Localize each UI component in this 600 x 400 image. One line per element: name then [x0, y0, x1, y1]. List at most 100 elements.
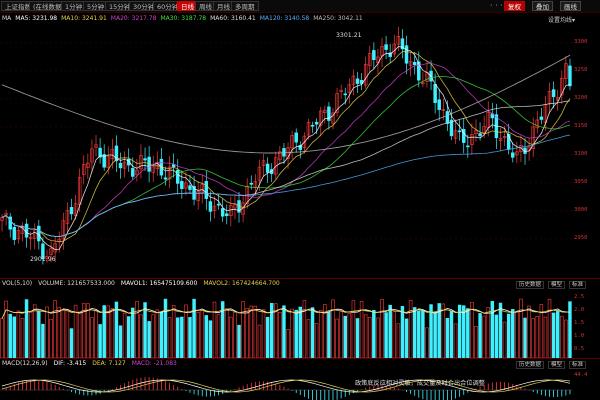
ma10-line — [1, 51, 571, 243]
candle-body — [188, 185, 192, 190]
candle-body — [41, 243, 45, 260]
volume-bar — [233, 312, 237, 358]
volume-bar — [531, 318, 535, 358]
ma5-line — [1, 46, 571, 251]
candle-body — [220, 208, 225, 217]
volume-bar — [151, 314, 155, 358]
candle-body — [331, 112, 335, 124]
toolbar-button-1[interactable]: 叠加 — [532, 1, 553, 11]
volume-bar — [310, 307, 315, 358]
candle-body — [143, 158, 147, 161]
volume-bar — [261, 309, 266, 358]
volume-bar — [32, 304, 37, 358]
candle-body — [568, 65, 572, 87]
volume-bar — [400, 306, 405, 358]
volume-legend-item-3: MAVOL2: 167424664.700 — [203, 280, 280, 287]
macd-legend-item-0: MACD(12,26,9) — [2, 360, 48, 367]
ma-legend-item-0: MA — [2, 15, 12, 22]
toolbar-button-2[interactable]: 画线 — [560, 1, 581, 11]
candle-body — [384, 44, 388, 50]
candle-body — [216, 203, 221, 206]
candle-body — [564, 63, 568, 79]
candle-body — [90, 148, 94, 163]
volume-bar — [470, 302, 474, 358]
candle-body — [106, 156, 111, 168]
volume-bar — [318, 310, 323, 358]
volume-bar — [135, 301, 139, 358]
ma-settings-label: 设置均线 — [548, 17, 573, 24]
volume-bar — [282, 305, 286, 358]
volume-chart[interactable] — [0, 290, 572, 358]
volume-bar — [143, 302, 147, 358]
candle-body — [12, 226, 17, 240]
volume-bar — [12, 316, 17, 358]
candle-body — [306, 121, 311, 136]
volume-buttons: 历史数据 模型 标准 — [512, 280, 587, 289]
volume-bar — [343, 315, 347, 358]
candle-body — [457, 130, 462, 133]
volume-bar — [314, 323, 319, 358]
candle-body — [110, 149, 115, 160]
volume-bar — [204, 315, 209, 358]
low-price-label: 2901.96 — [30, 256, 56, 263]
candle-body — [208, 201, 213, 212]
volume-button-2[interactable]: 标准 — [569, 281, 587, 289]
toolbar-button-0[interactable]: 复权 — [504, 1, 525, 11]
candle-body — [396, 36, 401, 45]
candle-body — [388, 52, 392, 57]
candle-body — [57, 238, 61, 242]
candle-body — [126, 159, 131, 166]
candle-body — [347, 84, 352, 93]
candle-body — [139, 155, 143, 170]
candle-body — [28, 236, 33, 239]
volume-bar — [245, 308, 249, 358]
ma-legend-item-4: MA30: 3187.78 — [160, 15, 207, 22]
price-tick-7: 2950 — [574, 234, 588, 241]
candle-body — [102, 154, 106, 168]
candle-body — [261, 160, 266, 166]
volume-bar — [180, 316, 184, 358]
candle-body — [8, 216, 12, 230]
volume-bar — [388, 304, 392, 358]
volume-bar — [265, 316, 270, 358]
volume-bar — [527, 305, 531, 358]
volume-bar — [163, 298, 168, 358]
macd-chart[interactable] — [0, 370, 572, 400]
candlestick-chart[interactable] — [0, 26, 572, 278]
volume-bar — [167, 317, 172, 358]
volume-bar — [241, 301, 245, 358]
price-tick-5: 3050 — [574, 178, 588, 185]
volume-button-1[interactable]: 模型 — [548, 281, 566, 289]
volume-bar — [461, 305, 466, 358]
macd-button-1[interactable]: 模型 — [548, 361, 566, 369]
volume-bar — [225, 308, 229, 358]
volume-bar — [269, 302, 274, 358]
candle-body — [433, 84, 437, 103]
volume-button-0[interactable]: 历史数据 — [516, 281, 545, 289]
more-icon[interactable]: · · · — [490, 1, 503, 10]
volume-bar — [449, 310, 454, 358]
volume-bar — [421, 310, 425, 358]
candle-body — [180, 181, 184, 189]
candle-body — [560, 77, 564, 96]
volume-tick-2: 1.5 — [574, 320, 585, 326]
volume-bar — [102, 305, 106, 358]
macd-button-2[interactable]: 标准 — [569, 361, 587, 369]
volume-bar — [122, 312, 127, 358]
volume-bar — [114, 301, 119, 358]
candle-body — [163, 177, 168, 180]
macd-button-0[interactable]: 历史数据 — [516, 361, 545, 369]
volume-bar — [4, 300, 8, 358]
candle-body — [114, 145, 119, 162]
candle-body — [363, 63, 368, 86]
ma-legend-item-1: MA5: 3231.98 — [15, 15, 58, 22]
volume-bar — [118, 325, 123, 358]
volume-bar — [368, 317, 372, 358]
ma-settings-button[interactable]: 设置均线▾ — [548, 15, 575, 24]
volume-bar — [347, 313, 352, 358]
volume-bar — [372, 309, 376, 358]
tab-10[interactable]: 多周期 — [231, 1, 259, 11]
volume-bar — [568, 301, 572, 358]
candle-body — [171, 164, 176, 168]
ma60-line — [1, 100, 571, 238]
